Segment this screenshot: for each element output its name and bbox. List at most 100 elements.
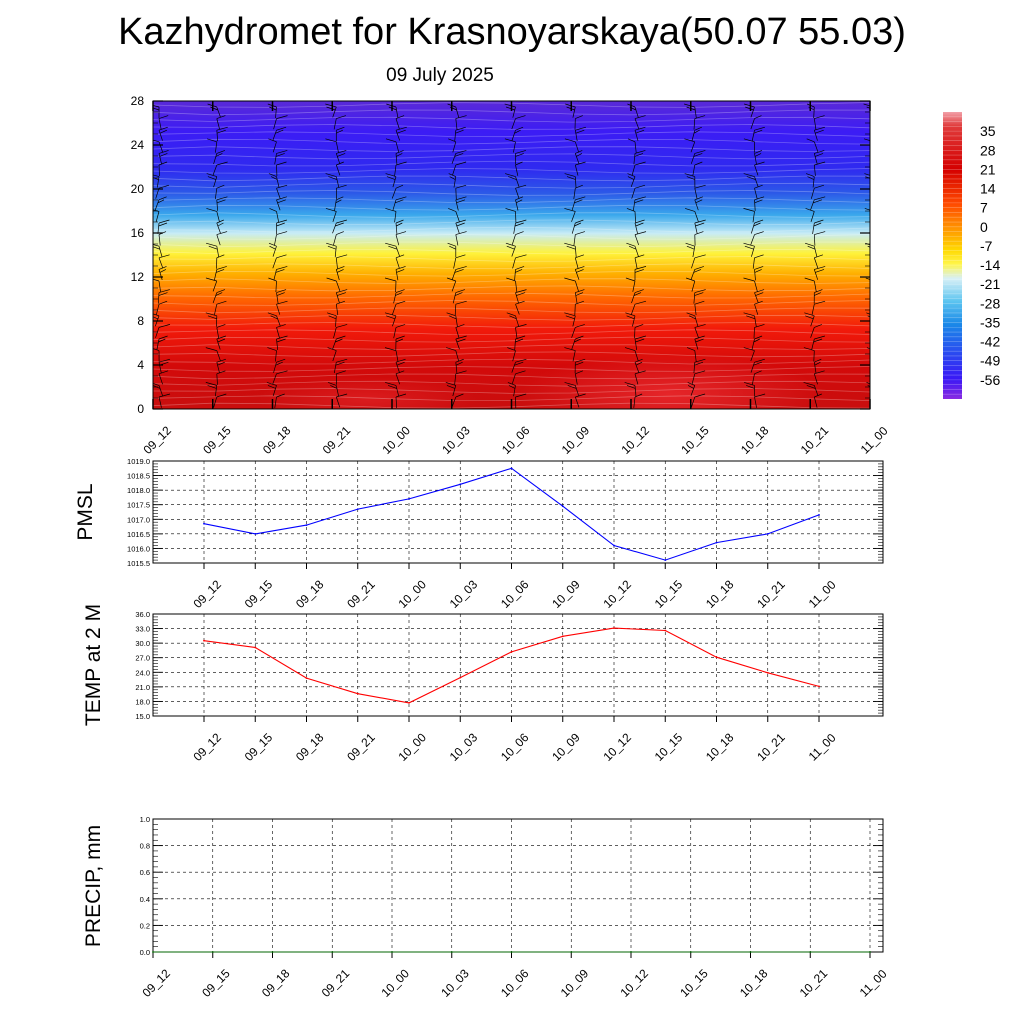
data-point — [570, 951, 573, 953]
colorbar-bands — [943, 116, 962, 395]
x-tick-label: 10_00 — [378, 966, 412, 1000]
colorbar-label: -35 — [980, 314, 1000, 330]
pmsl-panel: 1015.5 1016.0 1016.5 1017.0 1017.5 1018.0 1018… — [74, 457, 884, 611]
y-tick-label: 1018.5 — [127, 472, 150, 481]
data-point — [561, 635, 564, 638]
data-point — [689, 951, 692, 953]
y-tick-label: 1015.5 — [127, 559, 150, 568]
colorbar-label: -42 — [980, 334, 1000, 350]
contour-lines — [153, 102, 870, 409]
y-tick-label: 18.0 — [135, 697, 150, 706]
y-tick-label: 1017.5 — [127, 501, 150, 510]
y-axis-label: TEMP at 2 M — [82, 604, 105, 726]
wind-barb-column — [504, 103, 527, 409]
x-tick-label: 10_18 — [703, 730, 737, 764]
wind-barb-column — [445, 103, 467, 408]
plot-frame — [152, 613, 884, 717]
x-tick-label: 09_18 — [293, 577, 327, 611]
x-tick-label: 09_21 — [319, 966, 353, 1000]
x-tick-label: 10_03 — [439, 423, 473, 457]
data-point — [356, 692, 359, 695]
colorbar-label: 0 — [980, 219, 988, 235]
y-tick-label: 1016.0 — [127, 544, 150, 553]
x-tick-label: 10_00 — [395, 730, 429, 764]
colorbar-scale — [943, 112, 962, 399]
wind-barb-column — [564, 103, 586, 408]
x-tick-label: 11_00 — [857, 967, 890, 1000]
plot-frame — [152, 460, 884, 564]
data-point — [664, 559, 667, 561]
data-point — [869, 951, 871, 953]
x-tick-label: 09_21 — [320, 423, 354, 457]
data-point — [510, 651, 513, 653]
x-tick-label: 10_15 — [678, 423, 712, 457]
data-point — [715, 541, 718, 544]
colorbar-label: -14 — [980, 257, 1000, 273]
y-tick-label: 1017.0 — [127, 515, 150, 524]
y-tick-label: 24 — [131, 138, 145, 152]
data-point — [809, 951, 812, 953]
colorbar-label: 14 — [980, 181, 996, 197]
x-tick-label: 09_18 — [259, 966, 293, 1000]
data-point — [613, 627, 615, 629]
heatmap-hot-core — [519, 354, 820, 409]
data-point — [459, 483, 462, 486]
y-tick-label: 8 — [137, 314, 144, 328]
data-point — [510, 467, 513, 470]
temperature-panel: 15.0 18.0 21.0 24.0 27.0 30.0 33.0 36.0 09_12 09_… — [82, 604, 884, 764]
colorbar-label: -7 — [980, 238, 993, 254]
x-tick-label: 09_21 — [344, 577, 378, 611]
x-tick-label: 10_03 — [438, 966, 472, 1000]
y-tick-label: 12 — [131, 270, 145, 284]
y-tick-label: 0.4 — [140, 895, 150, 904]
heatmap-field — [153, 101, 870, 409]
y-tick-label: 0 — [137, 402, 144, 416]
y-tick-label: 4 — [137, 358, 144, 372]
y-tick-label: 28 — [131, 94, 145, 108]
colorbar-label: -56 — [980, 372, 1000, 388]
x-tick-label: 10_03 — [447, 730, 481, 764]
x-tick-label: 09_15 — [242, 730, 276, 764]
x-tick-label: 10_15 — [652, 577, 686, 611]
x-tick-label: 10_21 — [797, 966, 831, 1000]
colorbar-label: 28 — [980, 142, 996, 158]
x-tick-label: 10_21 — [754, 577, 788, 611]
y-tick-label: 24.0 — [135, 668, 150, 677]
y-axis-label: PMSL — [74, 483, 97, 540]
x-tick-label: 10_03 — [447, 577, 481, 611]
y-tick-label: 0.0 — [140, 948, 150, 957]
x-tick-label: 09_12 — [140, 423, 174, 457]
colorbar: 35 28 21 14 7 0 -7 -14 -21 -28 -35 -42 -49 -56 — [943, 112, 1000, 399]
y-tick-label: 1016.5 — [127, 530, 150, 539]
data-point — [450, 951, 453, 953]
x-tick-label: 10_06 — [498, 577, 532, 611]
x-tick-label: 09_18 — [293, 730, 327, 764]
y-axis-label: PRECIP, mm — [82, 825, 105, 947]
data-point — [254, 533, 257, 535]
x-tick-label: 10_06 — [498, 966, 532, 1000]
x-tick-label: 09_15 — [199, 966, 233, 1000]
x-tick-label: 10_09 — [549, 577, 583, 611]
chart-date: 09 July 2025 — [386, 65, 494, 86]
x-tick-label: 10_00 — [395, 577, 429, 611]
x-tick-label: 10_12 — [618, 423, 652, 457]
y-tick-label: 36.0 — [135, 610, 150, 619]
wind-barb-column — [624, 103, 647, 408]
colorbar-label: 21 — [980, 161, 996, 177]
y-tick-label: 0.6 — [140, 868, 150, 877]
x-tick-label: 10_09 — [558, 966, 592, 1000]
data-point — [305, 677, 308, 679]
data-point — [818, 514, 820, 516]
x-tick-label: 09_12 — [190, 730, 224, 764]
x-tick-label: 10_00 — [379, 423, 413, 457]
y-tick-label: 27.0 — [135, 654, 150, 663]
data-point — [305, 524, 308, 526]
x-tick-label: 10_09 — [549, 730, 583, 764]
data-point — [766, 533, 769, 535]
colorbar-label: -49 — [980, 353, 1000, 369]
x-tick-label: 11_00 — [806, 578, 839, 611]
wind-barb-column — [325, 103, 348, 408]
data-point — [391, 951, 393, 953]
heatmap-hot-core — [258, 377, 479, 409]
